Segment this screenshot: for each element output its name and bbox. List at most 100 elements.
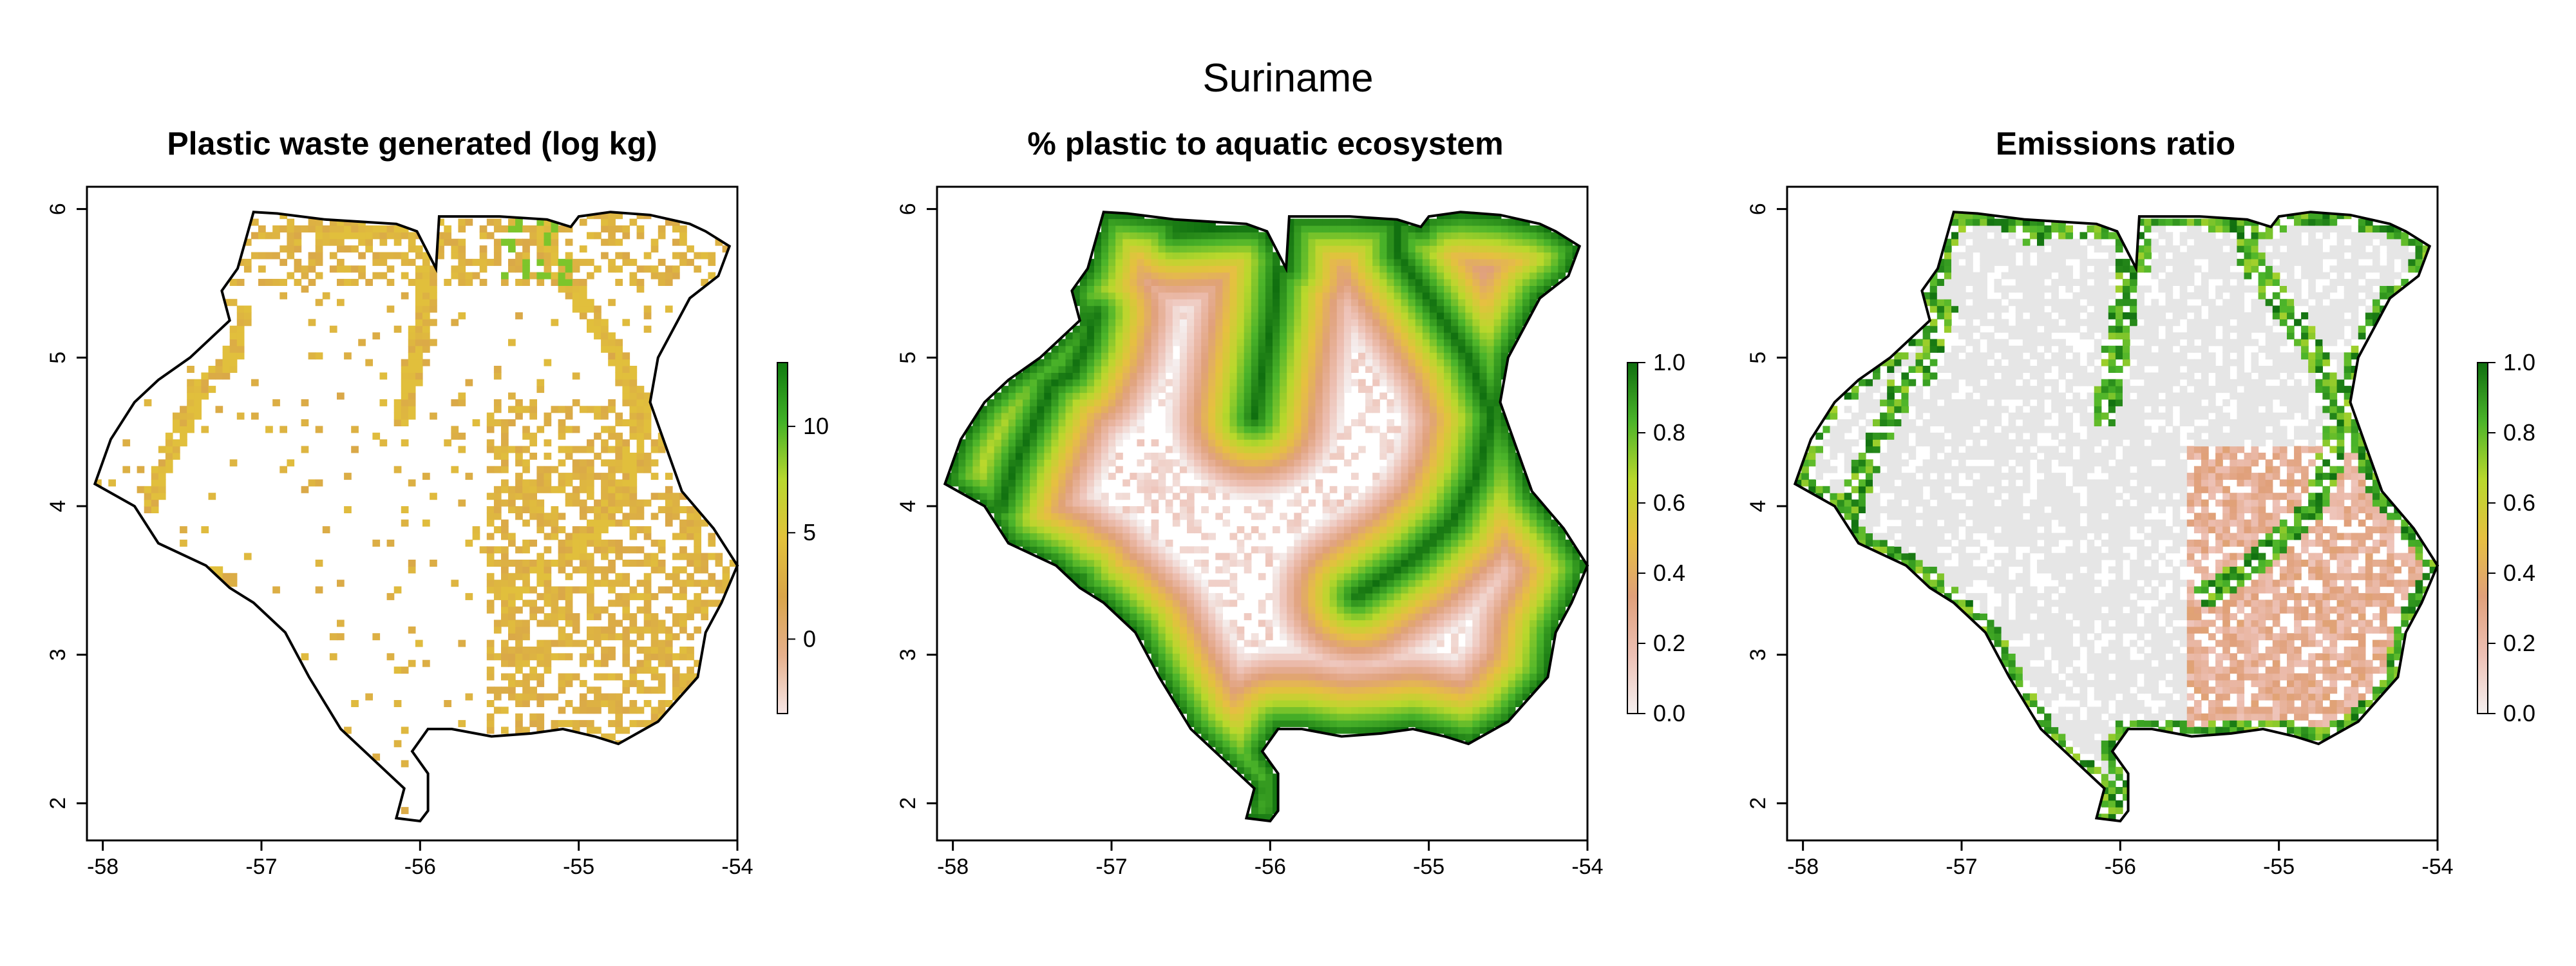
map-cell bbox=[1365, 687, 1373, 694]
map-cell bbox=[1336, 386, 1345, 393]
map-cell bbox=[587, 439, 594, 447]
map-cell bbox=[994, 426, 1002, 433]
map-cell bbox=[1187, 265, 1195, 273]
map-cell bbox=[1315, 399, 1323, 406]
map-cell bbox=[1023, 392, 1030, 400]
map-cell bbox=[1222, 432, 1231, 440]
map-cell bbox=[658, 586, 666, 594]
map-cell bbox=[1108, 580, 1116, 587]
map-cell bbox=[1294, 265, 1302, 273]
map-cell bbox=[401, 232, 409, 240]
map-cell bbox=[1044, 493, 1052, 500]
map-cell bbox=[958, 446, 966, 453]
map-cell bbox=[636, 526, 645, 534]
map-cell bbox=[1208, 452, 1216, 460]
map-cell bbox=[1130, 325, 1137, 333]
map-cell bbox=[1108, 299, 1116, 307]
map-cell bbox=[1058, 479, 1066, 487]
map-cell bbox=[1130, 412, 1137, 420]
map-cell bbox=[1208, 305, 1216, 313]
map-cell bbox=[1258, 800, 1266, 808]
map-cell bbox=[486, 553, 495, 560]
map-cell bbox=[1194, 546, 1202, 554]
map-cell bbox=[1086, 386, 1095, 393]
map-cell bbox=[451, 265, 459, 273]
map-cell bbox=[1215, 459, 1223, 467]
map-cell bbox=[1294, 679, 1302, 687]
map-cell bbox=[1086, 406, 1095, 413]
map-cell bbox=[1144, 553, 1152, 560]
map-cell bbox=[587, 566, 594, 574]
map-cell bbox=[1151, 526, 1159, 534]
map-cell bbox=[1379, 299, 1387, 307]
map-cell bbox=[1322, 339, 1331, 346]
map-cell bbox=[493, 513, 502, 520]
map-cell bbox=[1322, 720, 1331, 728]
map-cell bbox=[401, 399, 409, 406]
map-cell bbox=[1201, 426, 1209, 433]
map-cell bbox=[544, 667, 552, 674]
map-cell bbox=[1351, 285, 1359, 293]
map-cell bbox=[1351, 499, 1359, 507]
map-cell bbox=[401, 412, 409, 420]
map-cell bbox=[594, 332, 601, 340]
map-cell bbox=[1244, 225, 1252, 232]
map-cell bbox=[465, 693, 473, 701]
map-cell bbox=[1301, 679, 1309, 687]
map-cell bbox=[601, 325, 609, 333]
map-cell bbox=[1394, 639, 1402, 647]
map-cell bbox=[1258, 679, 1266, 687]
map-cell bbox=[1008, 459, 1016, 467]
map-cell bbox=[1365, 526, 1373, 534]
map-cell bbox=[1008, 473, 1016, 480]
map-cell bbox=[643, 399, 652, 406]
map-cell bbox=[1265, 238, 1273, 246]
map-cell bbox=[1273, 332, 1280, 340]
map-cell bbox=[1258, 513, 1266, 520]
map-cell bbox=[601, 653, 609, 661]
map-cell bbox=[465, 539, 473, 547]
map-cell bbox=[1336, 312, 1345, 319]
map-cell bbox=[1094, 345, 1102, 353]
map-cell bbox=[551, 620, 559, 627]
map-cell bbox=[1222, 299, 1231, 307]
map-cell bbox=[1151, 626, 1159, 634]
map-cell bbox=[1108, 359, 1116, 366]
map-cell bbox=[1322, 620, 1331, 627]
map-cell bbox=[1065, 359, 1074, 366]
map-cell bbox=[1144, 539, 1152, 547]
map-cell bbox=[1379, 339, 1387, 346]
map-cell bbox=[544, 560, 552, 567]
map-cell bbox=[322, 225, 330, 232]
map-cell bbox=[1322, 647, 1331, 654]
map-cell bbox=[1329, 573, 1338, 580]
map-cell bbox=[1058, 426, 1066, 433]
map-cell bbox=[643, 700, 652, 707]
map-cell bbox=[1001, 419, 1009, 426]
map-cell bbox=[1215, 245, 1223, 253]
map-cell bbox=[1294, 466, 1302, 473]
map-cell bbox=[587, 479, 594, 487]
map-cell bbox=[1408, 592, 1416, 600]
map-cell bbox=[1372, 706, 1380, 714]
map-cell bbox=[687, 633, 694, 641]
map-cell bbox=[1294, 653, 1302, 661]
map-cell bbox=[1387, 372, 1395, 380]
map-cell bbox=[1115, 573, 1123, 580]
map-cell bbox=[1358, 539, 1366, 547]
map-cell bbox=[508, 580, 516, 587]
map-cell bbox=[1387, 399, 1395, 406]
map-cell bbox=[1301, 372, 1309, 380]
map-cell bbox=[629, 392, 638, 400]
map-cell bbox=[1365, 225, 1373, 232]
map-cell bbox=[1229, 639, 1238, 647]
map-cell bbox=[601, 539, 609, 547]
map-cell bbox=[1358, 659, 1366, 667]
map-cell bbox=[1101, 553, 1109, 560]
map-cell bbox=[1301, 272, 1309, 279]
map-cell bbox=[1023, 426, 1030, 433]
map-cell bbox=[1201, 272, 1209, 279]
map-cell bbox=[1151, 305, 1159, 313]
map-cell bbox=[379, 399, 388, 406]
map-cell bbox=[1144, 245, 1152, 253]
